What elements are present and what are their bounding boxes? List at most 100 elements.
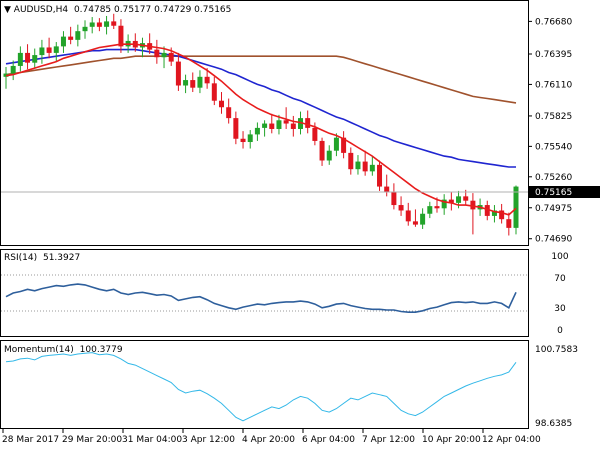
candle-body bbox=[377, 164, 383, 187]
time-tick-label: 31 Mar 04:00 bbox=[122, 435, 182, 445]
time-tick-label: 4 Apr 20:00 bbox=[242, 435, 295, 445]
candle-body bbox=[412, 221, 418, 225]
ma-slow-line bbox=[5, 55, 517, 104]
candle-body bbox=[405, 210, 411, 222]
price-tick-label: 0.75540 bbox=[535, 142, 572, 152]
candle-body bbox=[456, 196, 462, 203]
candle-body bbox=[298, 118, 304, 129]
momentum-tick-label: 100.7583 bbox=[535, 345, 578, 355]
candle-body bbox=[75, 31, 81, 40]
axis-labels: 0.76680 0.76395 0.76110 0.75825 0.75540 0.752… bbox=[2, 17, 578, 445]
current-price-tag bbox=[529, 186, 600, 198]
symbol-header: ▼ AUDUSD,H4 0.74785 0.75177 0.74729 0.75… bbox=[4, 5, 231, 15]
candle-body bbox=[39, 47, 45, 56]
rsi-name: RSI(14) bbox=[4, 253, 37, 263]
price-tick-label: 0.76110 bbox=[535, 80, 572, 90]
candle-body bbox=[362, 161, 368, 172]
time-tick-label: 6 Apr 04:00 bbox=[302, 435, 355, 445]
candle-body bbox=[46, 47, 52, 53]
candle-body bbox=[111, 21, 117, 26]
candle-body bbox=[333, 137, 339, 151]
momentum-value: 100.3779 bbox=[80, 345, 123, 355]
time-tick-label: 29 Mar 20:00 bbox=[62, 435, 122, 445]
candle-body bbox=[391, 192, 397, 206]
momentum-name: Momentum(14) bbox=[4, 345, 74, 355]
candle-body bbox=[218, 100, 224, 108]
symbol-label: AUDUSD,H4 bbox=[14, 5, 69, 15]
candle-body bbox=[247, 134, 253, 143]
candle-body bbox=[290, 123, 296, 129]
candle-body bbox=[348, 152, 354, 170]
candle-body bbox=[326, 150, 332, 161]
candle-body bbox=[154, 49, 160, 58]
candle-body bbox=[68, 36, 74, 40]
price-tick-label: 0.75260 bbox=[535, 173, 572, 183]
momentum-panel-frame bbox=[0, 340, 529, 429]
candle-body bbox=[305, 118, 311, 128]
candle-body bbox=[211, 83, 217, 101]
rsi-plot bbox=[5, 283, 517, 313]
candle-body bbox=[269, 123, 275, 129]
ohlc-values: 0.74785 0.75177 0.74729 0.75165 bbox=[74, 5, 231, 15]
candle-body bbox=[499, 210, 505, 220]
rsi-panel-frame bbox=[0, 249, 529, 337]
time-tick-label: 7 Apr 12:00 bbox=[362, 435, 415, 445]
momentum-header: Momentum(14) 100.3779 bbox=[4, 345, 123, 355]
candle-body bbox=[82, 26, 88, 32]
candle-body bbox=[369, 164, 375, 172]
candle-body bbox=[32, 55, 38, 63]
candle-body bbox=[168, 52, 174, 62]
candle-body bbox=[17, 52, 23, 66]
time-tick-label: 10 Apr 20:00 bbox=[422, 435, 481, 445]
candle-body bbox=[484, 205, 490, 216]
candle-body bbox=[161, 52, 167, 58]
candle-body bbox=[226, 107, 232, 119]
candle-body bbox=[319, 140, 325, 161]
candle-body bbox=[384, 186, 390, 193]
candle-body bbox=[118, 25, 124, 47]
price-plot bbox=[3, 13, 519, 236]
candle-body bbox=[491, 210, 497, 216]
candle-body bbox=[197, 76, 203, 88]
candle-body bbox=[420, 213, 426, 225]
candle-body bbox=[463, 196, 469, 201]
time-tick-label: 28 Mar 2017 bbox=[2, 435, 59, 445]
rsi-header: RSI(14) 51.3927 bbox=[4, 253, 80, 263]
candle-body bbox=[441, 199, 447, 209]
momentum-plot bbox=[5, 352, 517, 422]
current-price-label: 0.75165 bbox=[535, 188, 572, 198]
candle-body bbox=[233, 118, 239, 139]
price-tick-label: 0.76395 bbox=[535, 50, 572, 60]
momentum-tick-label: 98.6385 bbox=[535, 419, 572, 429]
ma-fast-line bbox=[5, 43, 517, 216]
rsi-line bbox=[5, 283, 517, 313]
candle-body bbox=[10, 65, 16, 74]
price-tick-label: 0.74975 bbox=[535, 204, 572, 214]
candle-body bbox=[448, 199, 454, 203]
candle-body bbox=[25, 52, 31, 63]
candle-body bbox=[254, 127, 260, 135]
rsi-tick-label: 0 bbox=[557, 326, 563, 336]
price-tick-label: 0.74690 bbox=[535, 235, 572, 245]
candle-body bbox=[60, 36, 66, 47]
candle-body bbox=[175, 61, 181, 86]
candle-body bbox=[427, 206, 433, 214]
ma-mid-line bbox=[5, 48, 516, 168]
price-tick-label: 0.75825 bbox=[535, 112, 572, 122]
candle-body bbox=[398, 205, 404, 211]
time-tick-label: 12 Apr 04:00 bbox=[482, 435, 541, 445]
candle-body bbox=[513, 186, 519, 228]
candle-body bbox=[89, 22, 95, 27]
candle-body bbox=[190, 80, 196, 88]
candle-body bbox=[204, 76, 210, 84]
candle-body bbox=[341, 137, 347, 153]
candle-body bbox=[262, 123, 268, 128]
momentum-line bbox=[5, 352, 517, 422]
candle-body bbox=[104, 21, 110, 27]
candle-body bbox=[96, 22, 102, 27]
price-tick-label: 0.76680 bbox=[535, 17, 572, 27]
candle-body bbox=[283, 120, 289, 124]
candle-body bbox=[434, 206, 440, 209]
candle-body bbox=[506, 219, 512, 228]
